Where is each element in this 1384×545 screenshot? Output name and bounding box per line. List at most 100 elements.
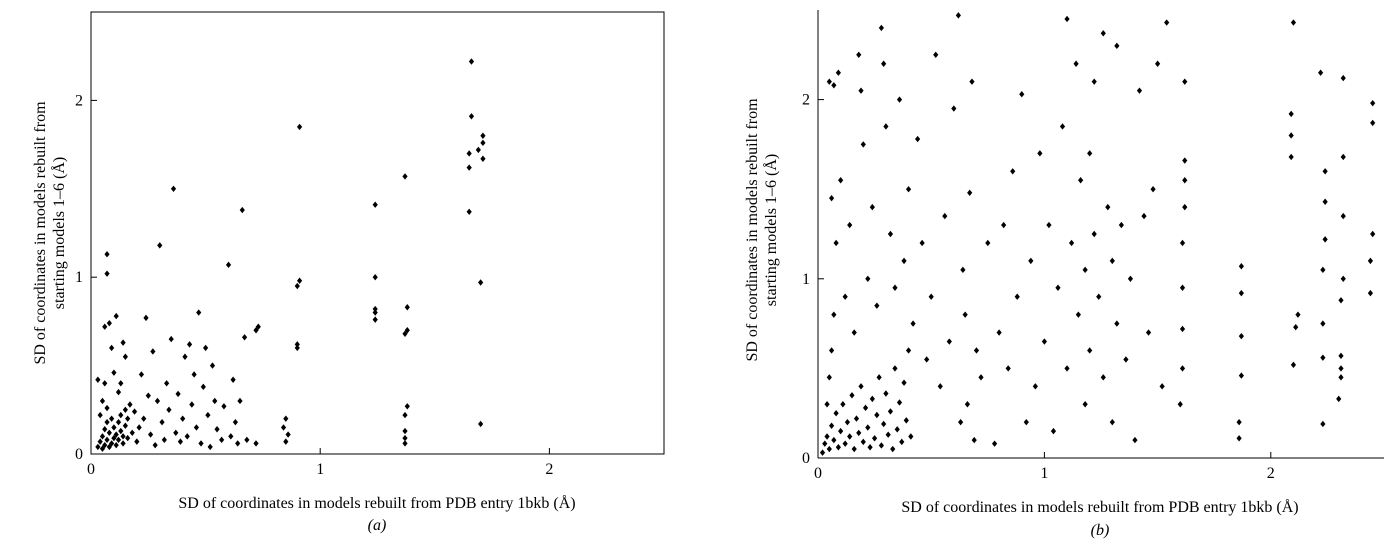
data-point (113, 441, 119, 449)
data-point (184, 433, 190, 440)
data-point (1340, 74, 1346, 82)
data-point (1037, 150, 1043, 157)
data-point (1182, 177, 1188, 184)
data-point (120, 339, 126, 346)
data-point (1087, 150, 1093, 157)
data-point (1105, 203, 1111, 211)
data-point (1091, 230, 1097, 238)
y-tick-label: 2 (75, 92, 83, 109)
data-point (253, 327, 259, 334)
y-tick-label: 0 (75, 446, 83, 463)
data-point (468, 58, 475, 65)
data-point (833, 410, 839, 417)
data-point (1096, 293, 1102, 300)
data-point (109, 415, 115, 422)
data-point (901, 379, 907, 386)
data-point (831, 436, 837, 444)
data-point (831, 311, 837, 318)
data-point (95, 376, 101, 383)
data-point (1082, 401, 1088, 408)
data-point (402, 411, 408, 419)
data-point (858, 87, 864, 94)
data-point (881, 60, 887, 67)
data-point (851, 329, 857, 336)
data-point (973, 347, 980, 354)
data-point (1059, 123, 1066, 130)
data-point (1155, 60, 1161, 67)
data-point (860, 438, 866, 446)
data-point (209, 362, 216, 369)
data-point (1055, 284, 1061, 291)
data-point (104, 404, 110, 412)
data-point (1370, 230, 1376, 238)
data-point (1075, 311, 1081, 318)
data-point (924, 356, 930, 363)
data-point (196, 309, 202, 316)
data-point (1367, 257, 1374, 265)
data-point (878, 442, 884, 449)
data-point (1091, 78, 1097, 85)
data-point (191, 371, 197, 378)
data-point (113, 431, 119, 438)
data-point (1087, 347, 1093, 354)
data-point (937, 383, 943, 390)
data-point (960, 266, 966, 274)
data-point (847, 221, 853, 229)
data-point (372, 274, 378, 281)
data-point (826, 78, 832, 85)
data-points-a (95, 58, 486, 452)
data-point (145, 392, 151, 399)
y-tick-label: 0 (802, 450, 810, 467)
data-point (869, 203, 875, 211)
data-point (1370, 99, 1376, 107)
data-point (865, 424, 871, 431)
data-point (106, 429, 112, 436)
data-point (1150, 186, 1156, 193)
data-point (136, 424, 142, 431)
data-point (118, 427, 124, 435)
data-point (164, 380, 170, 387)
data-point (1041, 338, 1047, 345)
data-point (294, 341, 300, 348)
data-point (212, 397, 218, 405)
data-point (1109, 257, 1115, 265)
data-point (104, 270, 110, 277)
data-point (1177, 401, 1183, 408)
data-point (280, 424, 287, 431)
x-axis-label-a: SD of coordinates in models rebuilt from… (178, 494, 575, 512)
data-point (111, 424, 117, 431)
data-point (125, 434, 131, 442)
data-point (878, 24, 884, 32)
data-point (239, 206, 245, 214)
data-point (1073, 60, 1079, 67)
data-point (104, 436, 110, 444)
data-point (1288, 110, 1294, 118)
data-point (1159, 383, 1165, 390)
data-point (97, 438, 103, 445)
data-point (372, 309, 378, 316)
data-point (1179, 325, 1186, 333)
data-point (118, 380, 124, 387)
data-point (969, 78, 975, 85)
data-point (899, 438, 905, 446)
data-point (838, 427, 844, 435)
panel-label-b: (b) (1091, 522, 1110, 539)
data-point (826, 445, 832, 453)
data-point (828, 347, 835, 354)
data-point (890, 445, 896, 453)
data-point (874, 302, 880, 309)
data-point (828, 422, 835, 429)
data-point (1320, 320, 1326, 327)
data-point (1028, 257, 1034, 265)
data-point (1141, 212, 1147, 220)
data-point (402, 427, 408, 435)
y-axis-label-b-line1: SD of coordinates in models rebuilt from (744, 98, 761, 362)
data-point (235, 440, 241, 447)
x-tick-label: 2 (1267, 465, 1275, 482)
data-point (1322, 168, 1328, 175)
data-point (1367, 289, 1374, 297)
data-point (1118, 221, 1124, 229)
data-point (296, 123, 303, 131)
data-point (928, 293, 934, 300)
